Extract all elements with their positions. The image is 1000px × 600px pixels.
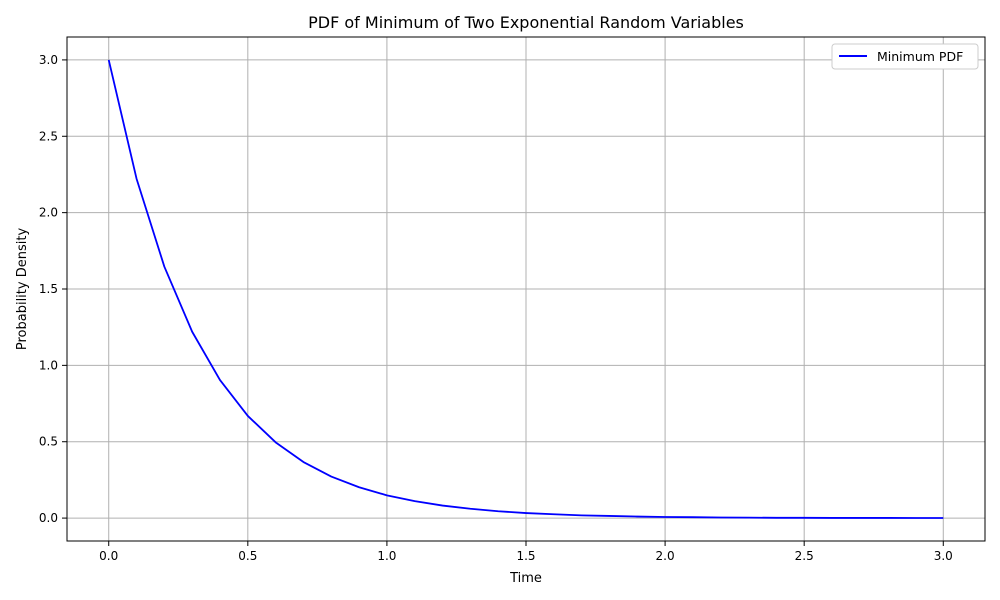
y-tick-label: 2.5 <box>39 129 58 143</box>
legend-box <box>831 43 979 70</box>
x-axis-label: Time <box>509 571 542 586</box>
series-line-minimum-pdf <box>107 59 944 519</box>
legend: Minimum PDF <box>831 43 979 70</box>
y-tick-label: 2.0 <box>39 206 58 220</box>
x-tick-label: 3.0 <box>934 549 953 563</box>
x-tick-label: 2.5 <box>795 549 814 563</box>
chart-title: PDF of Minimum of Two Exponential Random… <box>308 13 744 32</box>
grid <box>67 37 985 541</box>
x-tick-label: 2.0 <box>656 549 675 563</box>
legend-label: Minimum PDF <box>877 49 963 64</box>
y-tick-label: 3.0 <box>39 53 58 67</box>
y-tick-label: 0.5 <box>39 435 58 449</box>
y-axis: 0.0 0.5 1.0 1.5 2.0 2.5 3.0 <box>39 53 67 525</box>
x-tick-label: 1.5 <box>516 549 535 563</box>
x-axis: 0.0 0.5 1.0 1.5 2.0 2.5 3.0 <box>99 541 953 563</box>
x-tick-label: 0.5 <box>238 549 257 563</box>
y-tick-label: 0.0 <box>39 511 58 525</box>
y-axis-label: Probability Density <box>15 228 30 351</box>
x-tick-label: 0.0 <box>99 549 118 563</box>
y-tick-label: 1.0 <box>39 358 58 372</box>
y-tick-label: 1.5 <box>39 282 58 296</box>
series-group <box>107 59 944 519</box>
x-tick-label: 1.0 <box>377 549 396 563</box>
